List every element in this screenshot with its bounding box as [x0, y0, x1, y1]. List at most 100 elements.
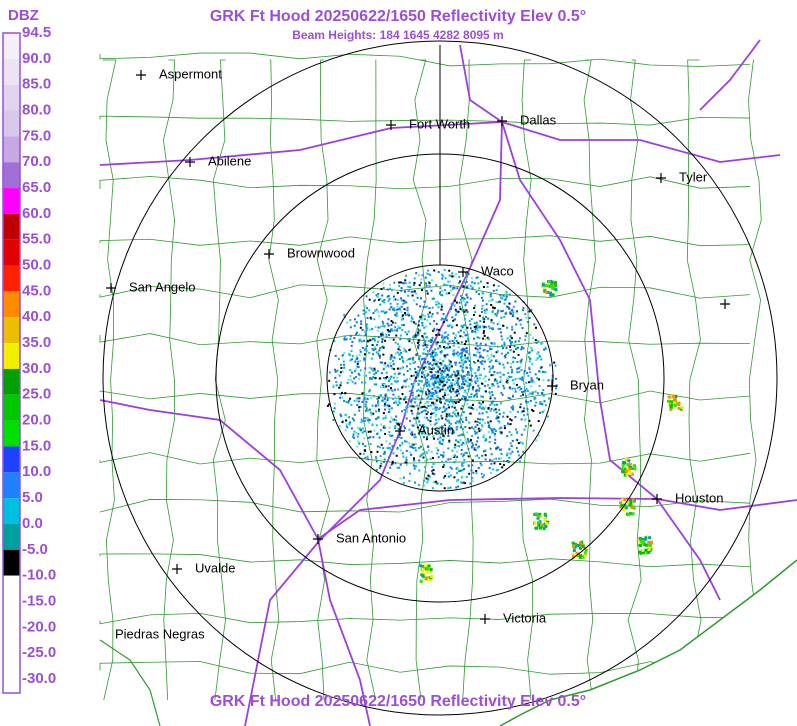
echo-pixel	[431, 487, 434, 490]
echo-pixel	[448, 369, 450, 372]
echo-pixel	[420, 445, 422, 448]
echo-pixel	[363, 396, 366, 399]
echo-pixel	[541, 342, 544, 345]
echo-pixel	[399, 397, 402, 400]
echo-pixel	[520, 360, 523, 363]
echo-pixel	[439, 442, 442, 445]
city-marker	[458, 267, 468, 277]
echo-pixel	[397, 308, 400, 311]
echo-pixel	[490, 320, 493, 323]
echo-pixel	[425, 413, 428, 416]
echo-pixel	[405, 365, 408, 368]
echo-pixel	[368, 408, 371, 411]
echo-pixel	[454, 363, 457, 366]
echo-pixel	[474, 304, 476, 307]
echo-pixel	[390, 289, 393, 292]
echo-pixel	[370, 338, 373, 341]
echo-pixel	[425, 380, 428, 383]
echo-pixel	[482, 377, 485, 380]
echo-cell	[623, 473, 627, 477]
echo-pixel	[426, 445, 429, 448]
echo-pixel	[476, 344, 479, 347]
echo-pixel	[391, 462, 394, 465]
echo-pixel	[377, 410, 380, 413]
echo-cell	[624, 469, 628, 473]
echo-pixel	[466, 285, 469, 288]
echo-pixel	[500, 426, 503, 429]
echo-pixel	[374, 326, 377, 328]
echo-pixel	[399, 281, 402, 284]
echo-pixel	[493, 379, 496, 382]
echo-pixel	[530, 385, 533, 388]
echo-pixel	[357, 360, 360, 363]
echo-pixel	[461, 397, 463, 400]
echo-pixel	[518, 371, 521, 374]
echo-pixel	[455, 467, 458, 470]
echo-pixel	[481, 360, 484, 362]
echo-pixel	[349, 359, 352, 362]
echo-pixel	[467, 388, 470, 391]
echo-pixel	[368, 371, 371, 374]
county-line	[99, 333, 751, 348]
echo-pixel	[388, 431, 391, 434]
echo-pixel	[505, 290, 508, 293]
echo-pixel	[470, 318, 473, 320]
echo-pixel	[467, 406, 470, 409]
echo-pixel	[427, 388, 430, 391]
echo-pixel	[367, 437, 370, 439]
echo-pixel	[398, 326, 401, 329]
echo-pixel	[424, 459, 427, 462]
echo-cell	[629, 501, 633, 505]
echo-pixel	[456, 388, 459, 391]
echo-pixel	[522, 450, 525, 453]
echo-pixel	[437, 306, 440, 309]
echo-pixel	[497, 327, 500, 330]
city-label: San Antonio	[336, 530, 406, 545]
echo-cell	[421, 567, 425, 571]
echo-pixel	[489, 348, 491, 351]
echo-pixel	[409, 286, 412, 289]
city-label: Austin	[418, 422, 454, 437]
echo-pixel	[480, 395, 483, 398]
echo-pixel	[423, 348, 426, 351]
echo-pixel	[482, 337, 485, 340]
echo-pixel	[461, 404, 464, 407]
echo-pixel	[410, 342, 413, 344]
echo-pixel	[413, 459, 415, 462]
echo-pixel	[489, 368, 492, 371]
echo-pixel	[462, 298, 465, 300]
echo-pixel	[360, 322, 363, 325]
echo-pixel	[359, 360, 362, 362]
echo-cell	[629, 471, 633, 475]
echo-pixel	[464, 426, 467, 428]
echo-pixel	[409, 405, 412, 408]
echo-pixel	[478, 366, 480, 369]
echo-pixel	[416, 296, 419, 299]
echo-pixel	[401, 410, 404, 413]
legend-tick-label: -20.0	[22, 618, 56, 635]
echo-pixel	[515, 311, 518, 314]
echo-pixel	[424, 466, 427, 469]
echo-pixel	[450, 363, 452, 366]
echo-pixel	[351, 340, 354, 343]
echo-pixel	[456, 425, 459, 428]
echo-pixel	[400, 356, 403, 358]
echo-pixel	[427, 411, 430, 414]
echo-cell	[421, 574, 425, 578]
echo-pixel	[454, 371, 457, 374]
echo-pixel	[339, 413, 342, 416]
echo-pixel	[383, 363, 386, 366]
echo-pixel	[473, 361, 476, 363]
echo-pixel	[443, 428, 446, 431]
echo-pixel	[477, 384, 480, 387]
echo-pixel	[421, 289, 423, 291]
echo-pixel	[397, 436, 400, 439]
echo-cell	[647, 550, 651, 554]
echo-pixel	[503, 355, 506, 357]
echo-pixel	[432, 378, 434, 381]
echo-pixel	[449, 414, 452, 417]
echo-pixel	[439, 358, 442, 361]
echo-pixel	[442, 370, 445, 373]
echo-pixel	[393, 372, 396, 375]
echo-pixel	[521, 327, 524, 329]
